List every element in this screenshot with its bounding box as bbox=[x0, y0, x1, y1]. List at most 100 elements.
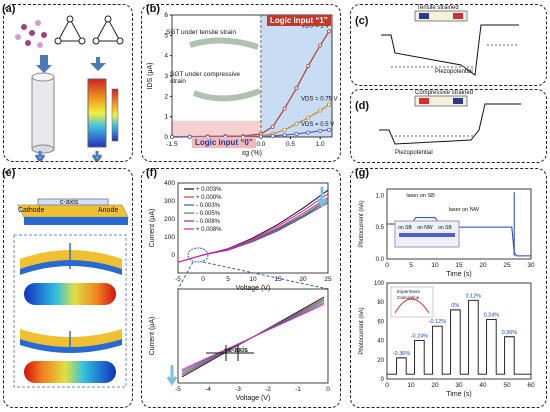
x-tick-label: 10 bbox=[431, 262, 439, 269]
triangle-diagram-1 bbox=[54, 15, 86, 45]
panel-a-label: (a) bbox=[2, 3, 16, 15]
panel-f: (f) -5 0 5 10 15 20 25 0 100 200 300 400 Voltage (V)… bbox=[141, 167, 341, 408]
series-point-0 bbox=[306, 63, 311, 68]
x-tick-label: -5 bbox=[175, 386, 181, 393]
inset-legend-entry: Calculation bbox=[397, 295, 420, 300]
x-tick-label: 30 bbox=[455, 382, 463, 389]
device-nanowire bbox=[399, 233, 455, 237]
series-point-1 bbox=[318, 108, 323, 113]
on-sb-label-2: on SB bbox=[438, 225, 452, 231]
y-tick-label: 0.5 bbox=[376, 225, 385, 231]
on-nw-label: on NW bbox=[417, 225, 433, 231]
y-tick-label: 100 bbox=[374, 281, 385, 287]
y-tick-label: 0 bbox=[171, 252, 175, 259]
x-tick-label: 5 bbox=[409, 262, 413, 269]
inset-line-5 bbox=[181, 304, 325, 370]
y-axis-label-inset: Current (μA) bbox=[149, 317, 156, 356]
compressive-label: SGT under compressive strain bbox=[170, 71, 240, 85]
y-tick-label: 3 bbox=[164, 73, 168, 80]
series-point-0 bbox=[318, 43, 323, 48]
diode-symbol bbox=[206, 345, 254, 361]
cathode-label: Cathode bbox=[18, 207, 45, 214]
heatmap-rod-1 bbox=[24, 283, 116, 305]
series-point-2 bbox=[187, 134, 192, 139]
series-point-2 bbox=[270, 133, 275, 138]
x-tick-label: 0.5 bbox=[286, 141, 295, 148]
series-point-0 bbox=[327, 29, 332, 34]
bar-label-0: -0.36% bbox=[393, 351, 411, 357]
x-tick-label: 40 bbox=[479, 382, 487, 389]
on-sb-label-1: on SB bbox=[398, 225, 412, 231]
x-tick-label: 5 bbox=[226, 276, 230, 283]
compressive-region bbox=[172, 120, 261, 137]
series-point-2 bbox=[169, 134, 174, 139]
legend-entry: - 0.005% bbox=[196, 211, 221, 217]
plot-frame-bottom bbox=[177, 288, 329, 384]
band-diagram-c bbox=[381, 10, 519, 76]
laser-nw-label: laser on NW bbox=[449, 207, 480, 213]
y-tick-label: 0 bbox=[164, 134, 168, 141]
x-tick-label: 0 bbox=[326, 386, 330, 393]
x-tick-label: -4 bbox=[205, 386, 211, 393]
panel-e-figure bbox=[13, 198, 129, 388]
y-tick-label: 200 bbox=[164, 216, 175, 223]
series-line-5 bbox=[177, 193, 329, 263]
series-point-2 bbox=[318, 128, 323, 133]
y-tick-label: 40 bbox=[377, 339, 384, 345]
y-tick-label: 100 bbox=[164, 234, 175, 241]
arrow-down-icon bbox=[316, 187, 328, 208]
series-point-2 bbox=[306, 130, 311, 135]
y-tick-label: 60 bbox=[377, 319, 384, 325]
panel-g-label: (g) bbox=[355, 167, 370, 179]
x-tick-label: 60 bbox=[527, 382, 535, 389]
y-tick-label: 5 bbox=[164, 32, 168, 39]
x-tick-label: 30 bbox=[527, 262, 535, 269]
logic0-label: Logic input “0” bbox=[192, 137, 256, 148]
arrow-up-icon bbox=[91, 151, 103, 164]
bar-label-1: -0.24% bbox=[411, 334, 429, 340]
x-tick-label: -1 bbox=[295, 386, 301, 393]
heatmap-rod-2 bbox=[24, 361, 116, 383]
inset-plot bbox=[390, 286, 434, 318]
x-tick-label: -2 bbox=[265, 386, 271, 393]
bar-label-5: 0.24% bbox=[484, 312, 500, 318]
y-axis-label: Current (μA) bbox=[149, 209, 156, 248]
panel-c-label: (c) bbox=[355, 15, 369, 27]
y-tick-label: 1 bbox=[164, 114, 168, 121]
x-axis-label-inset: Voltage (V) bbox=[236, 395, 271, 402]
panel-e-label: (e) bbox=[2, 167, 16, 179]
tensile-strip bbox=[189, 37, 259, 50]
panel-f-label: (f) bbox=[146, 167, 157, 179]
panel-g: (g) 0 5 10 15 20 25 30 0.0 0.5 1.0 Time (s) Photocu… bbox=[350, 167, 547, 408]
laser-sb-label: laser on SB bbox=[406, 193, 435, 199]
zoom-circle bbox=[187, 247, 209, 263]
dashed-box bbox=[13, 234, 127, 388]
x-tick-label: 10 bbox=[249, 276, 257, 283]
x-tick-label: 1.0 bbox=[316, 141, 325, 148]
x-tick-label: -3 bbox=[235, 386, 241, 393]
y-tick-label: 6 bbox=[164, 12, 168, 19]
x-tick-label: -1.5 bbox=[166, 141, 178, 148]
tensile-title: Tensile strained bbox=[417, 5, 459, 11]
legend-entry: + 0.000% bbox=[196, 195, 222, 201]
inset-caxis-label: +c-axis bbox=[224, 347, 248, 354]
panel-d: (d) Compressive strained Piezopotential bbox=[350, 89, 547, 163]
series-label-2: VDS = 0.5 V bbox=[301, 122, 334, 128]
tensile-region bbox=[260, 15, 332, 137]
x-axis-label-bottom: Time (s) bbox=[446, 391, 471, 398]
nanowire-cylinder bbox=[31, 72, 55, 154]
x-tick-label: 0 bbox=[385, 262, 389, 269]
x-tick-label: 0 bbox=[385, 382, 389, 389]
legend-entry: + 0.003% bbox=[196, 187, 222, 193]
x-axis-label: Time (s) bbox=[446, 271, 471, 278]
y-axis-label: Photocurrent (nA) bbox=[359, 200, 365, 247]
series-point-2 bbox=[258, 134, 263, 139]
inset-legend-entry: Experiment bbox=[397, 289, 421, 294]
photocurrent-steps bbox=[387, 299, 531, 375]
logic1-label: Logic input “1” bbox=[267, 15, 331, 26]
band-diagram-d bbox=[379, 95, 521, 145]
bar-label-6: 0.36% bbox=[502, 330, 518, 336]
tensile-label: SGT under tensile strain bbox=[166, 29, 236, 36]
caxis-label: c-axis bbox=[60, 199, 79, 206]
